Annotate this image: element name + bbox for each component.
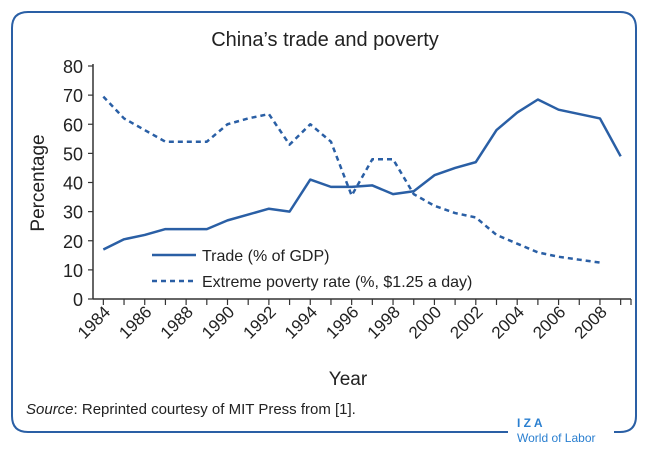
source-note: Source: Reprinted courtesy of MIT Press … — [26, 401, 356, 418]
y-tick-label: 50 — [63, 144, 83, 164]
y-tick-label: 40 — [63, 174, 83, 194]
y-tick-label: 30 — [63, 203, 83, 223]
x-tick-label: 1998 — [364, 302, 404, 342]
series-line-trade — [102, 98, 622, 251]
series-line-poverty — [102, 95, 601, 264]
y-axis-label: Percentage — [28, 134, 49, 231]
logo-iza: I Z A — [517, 416, 543, 430]
x-tick-label: 1994 — [281, 302, 321, 342]
x-tick-label: 1988 — [157, 302, 197, 342]
x-tick-label: 1996 — [322, 302, 362, 342]
y-tick-label: 10 — [63, 261, 83, 281]
x-tick-label: 2006 — [529, 302, 569, 342]
source-text: : Reprinted courtesy of MIT Press from [… — [74, 401, 356, 418]
x-tick-label: 1990 — [198, 302, 238, 342]
chart-title: China’s trade and poverty — [211, 29, 439, 51]
legend-label-poverty: Extreme poverty rate (%, $1.25 a day) — [202, 274, 472, 291]
y-tick-label: 80 — [63, 57, 83, 77]
y-tick-label: 0 — [73, 290, 83, 310]
x-tick-label: 1992 — [240, 302, 280, 342]
y-tick-label: 60 — [63, 115, 83, 135]
legend-label-trade: Trade (% of GDP) — [202, 248, 329, 265]
source-label: Source — [26, 401, 74, 418]
y-tick-label: 70 — [63, 86, 83, 106]
x-tick-label: 1986 — [115, 302, 155, 342]
y-tick-label: 20 — [63, 232, 83, 252]
x-tick-label: 2004 — [488, 302, 528, 342]
x-tick-label: 2000 — [405, 302, 445, 342]
logo-world-of-labor: World of Labor — [517, 431, 596, 445]
x-tick-label: 2008 — [571, 302, 611, 342]
x-axis-label: Year — [329, 369, 368, 390]
frame-border — [11, 11, 637, 433]
x-tick-label: 2002 — [446, 302, 486, 342]
